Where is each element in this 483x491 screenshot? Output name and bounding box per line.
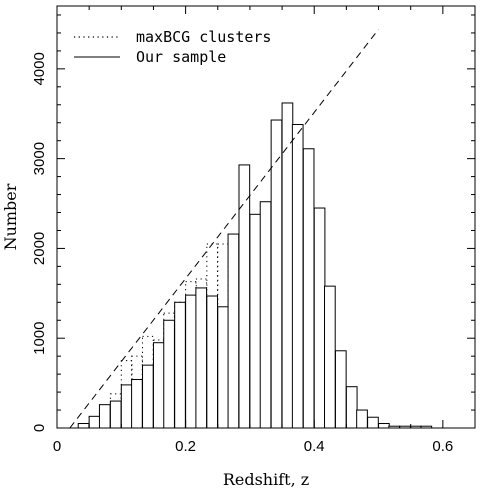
sample-bar — [206, 295, 219, 429]
x-tick-label: 0.6 — [432, 438, 453, 455]
sample-bar — [185, 294, 197, 429]
sample-bar — [313, 207, 326, 429]
sample-bar — [270, 119, 283, 429]
y-tick-label: 0 — [31, 424, 48, 432]
sample-bar — [131, 379, 143, 429]
sample-bar — [324, 285, 336, 429]
x-axis-ticks: 0 0.2 0.4 0.6 — [53, 6, 453, 455]
sample-bar — [227, 233, 240, 429]
plot-frame — [56, 5, 476, 429]
sample-bar — [195, 287, 208, 429]
y-tick-label: 2000 — [31, 232, 48, 265]
sample-bar — [152, 342, 165, 429]
sample-bar — [163, 319, 175, 429]
sample-bar — [249, 213, 262, 429]
y-tick-label: 1000 — [31, 322, 48, 355]
y-axis-label: Number — [1, 183, 20, 250]
sample-bar — [174, 301, 186, 429]
legend: maxBCG clusters Our sample — [74, 28, 271, 66]
sample-bar — [217, 306, 229, 429]
sample-bar — [345, 386, 358, 429]
sample-bar — [88, 415, 101, 429]
x-axis-label: Redshift, z — [223, 470, 309, 489]
plot-content — [69, 29, 433, 429]
x-tick-label: 0.4 — [304, 438, 325, 455]
sample-bar — [259, 201, 272, 429]
sample-bar — [98, 404, 111, 429]
x-tick-label: 0.2 — [175, 438, 196, 455]
sample-bar — [238, 164, 251, 429]
sample-bar — [109, 400, 122, 429]
sample-bar — [356, 409, 368, 429]
sample-bar — [142, 364, 154, 429]
y-tick-label: 4000 — [31, 52, 48, 85]
maxbcg-bar — [131, 355, 143, 429]
maxbcg-bar — [217, 243, 229, 429]
sample-bar — [378, 423, 390, 429]
dashed-reference-line — [69, 29, 379, 429]
sample-bar — [291, 124, 304, 429]
maxbcg-bar — [109, 393, 122, 429]
legend-label-our-sample: Our sample — [136, 48, 226, 66]
sample-bar — [334, 350, 347, 429]
sample-bar — [120, 384, 133, 429]
legend-label-maxbcg: maxBCG clusters — [136, 28, 271, 46]
y-tick-label: 3000 — [31, 142, 48, 175]
sample-bar — [302, 148, 315, 429]
x-tick-label: 0 — [53, 438, 61, 455]
y-axis-ticks: 0 1000 2000 3000 4000 — [31, 14, 475, 432]
sample-bar — [77, 423, 90, 429]
sample-bar — [367, 416, 379, 429]
